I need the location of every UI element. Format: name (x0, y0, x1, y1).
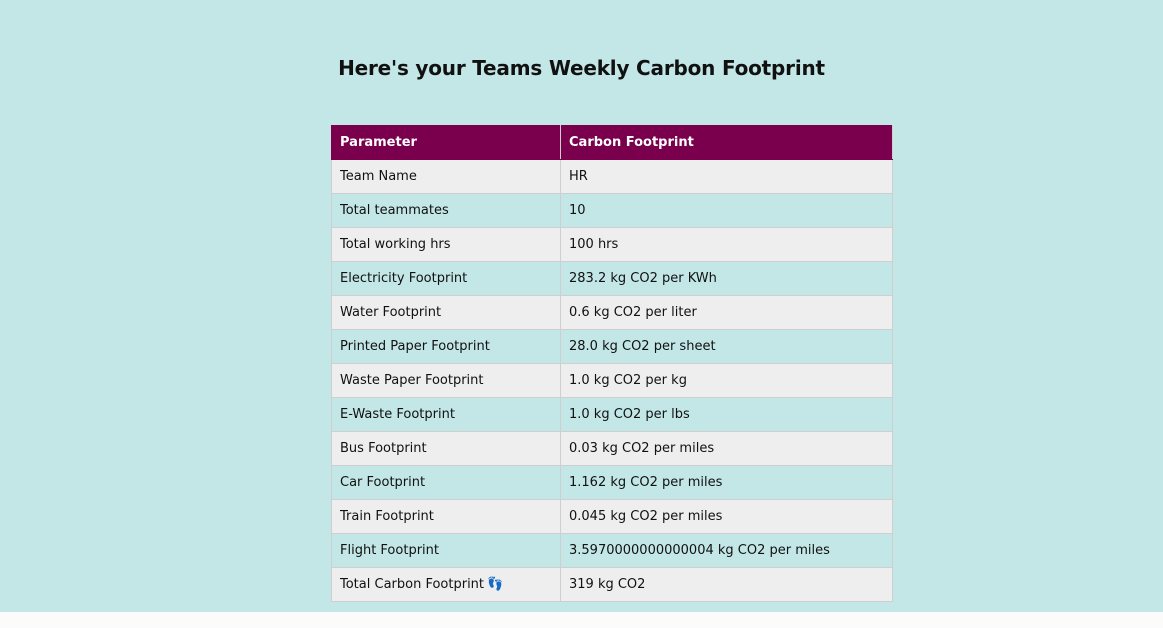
row-value: 1.0 kg CO2 per lbs (560, 397, 893, 432)
row-parameter: Total teammates (331, 193, 561, 228)
row-parameter: Electricity Footprint (331, 261, 561, 296)
table-row: Car Footprint 1.162 kg CO2 per miles (331, 465, 893, 500)
row-parameter: Waste Paper Footprint (331, 363, 561, 398)
row-value: 1.0 kg CO2 per kg (560, 363, 893, 398)
row-parameter: Team Name (331, 159, 561, 194)
row-parameter: Car Footprint (331, 465, 561, 500)
total-label: Total Carbon Footprint (340, 577, 485, 592)
table-row: Bus Footprint 0.03 kg CO2 per miles (331, 431, 893, 466)
carbon-footprint-table: Parameter Carbon Footprint Team Name HR … (331, 125, 893, 602)
row-value: 28.0 kg CO2 per sheet (560, 329, 893, 364)
row-value: 100 hrs (560, 227, 893, 262)
row-value: 283.2 kg CO2 per KWh (560, 261, 893, 296)
row-parameter: Train Footprint (331, 499, 561, 534)
footprints-icon: 👣 (487, 577, 504, 592)
page-container: Here's your Teams Weekly Carbon Footprin… (0, 0, 1163, 612)
table-row: E-Waste Footprint 1.0 kg CO2 per lbs (331, 397, 893, 432)
page-title: Here's your Teams Weekly Carbon Footprin… (338, 56, 825, 80)
table-row: Flight Footprint 3.5970000000000004 kg C… (331, 533, 893, 568)
table-row: Team Name HR (331, 159, 893, 194)
table-row: Electricity Footprint 283.2 kg CO2 per K… (331, 261, 893, 296)
table-row: Total teammates 10 (331, 193, 893, 228)
row-parameter: E-Waste Footprint (331, 397, 561, 432)
row-value: HR (560, 159, 893, 194)
bottom-strip (0, 612, 1163, 628)
row-value: 0.03 kg CO2 per miles (560, 431, 893, 466)
row-value: 3.5970000000000004 kg CO2 per miles (560, 533, 893, 568)
row-value: 0.6 kg CO2 per liter (560, 295, 893, 330)
header-parameter: Parameter (331, 125, 561, 160)
table-row: Total working hrs 100 hrs (331, 227, 893, 262)
row-parameter: Flight Footprint (331, 533, 561, 568)
row-parameter: Printed Paper Footprint (331, 329, 561, 364)
row-value: 0.045 kg CO2 per miles (560, 499, 893, 534)
row-value-total: 319 kg CO2 (560, 567, 893, 602)
table-header-row: Parameter Carbon Footprint (331, 125, 893, 160)
row-parameter: Bus Footprint (331, 431, 561, 466)
row-parameter: Water Footprint (331, 295, 561, 330)
table-row-total: Total Carbon Footprint 👣 319 kg CO2 (331, 567, 893, 602)
table-row: Water Footprint 0.6 kg CO2 per liter (331, 295, 893, 330)
header-carbon-footprint: Carbon Footprint (560, 125, 893, 160)
table-row: Waste Paper Footprint 1.0 kg CO2 per kg (331, 363, 893, 398)
row-parameter: Total working hrs (331, 227, 561, 262)
row-parameter-total: Total Carbon Footprint 👣 (331, 567, 561, 602)
row-value: 1.162 kg CO2 per miles (560, 465, 893, 500)
row-value: 10 (560, 193, 893, 228)
table-row: Train Footprint 0.045 kg CO2 per miles (331, 499, 893, 534)
table-row: Printed Paper Footprint 28.0 kg CO2 per … (331, 329, 893, 364)
